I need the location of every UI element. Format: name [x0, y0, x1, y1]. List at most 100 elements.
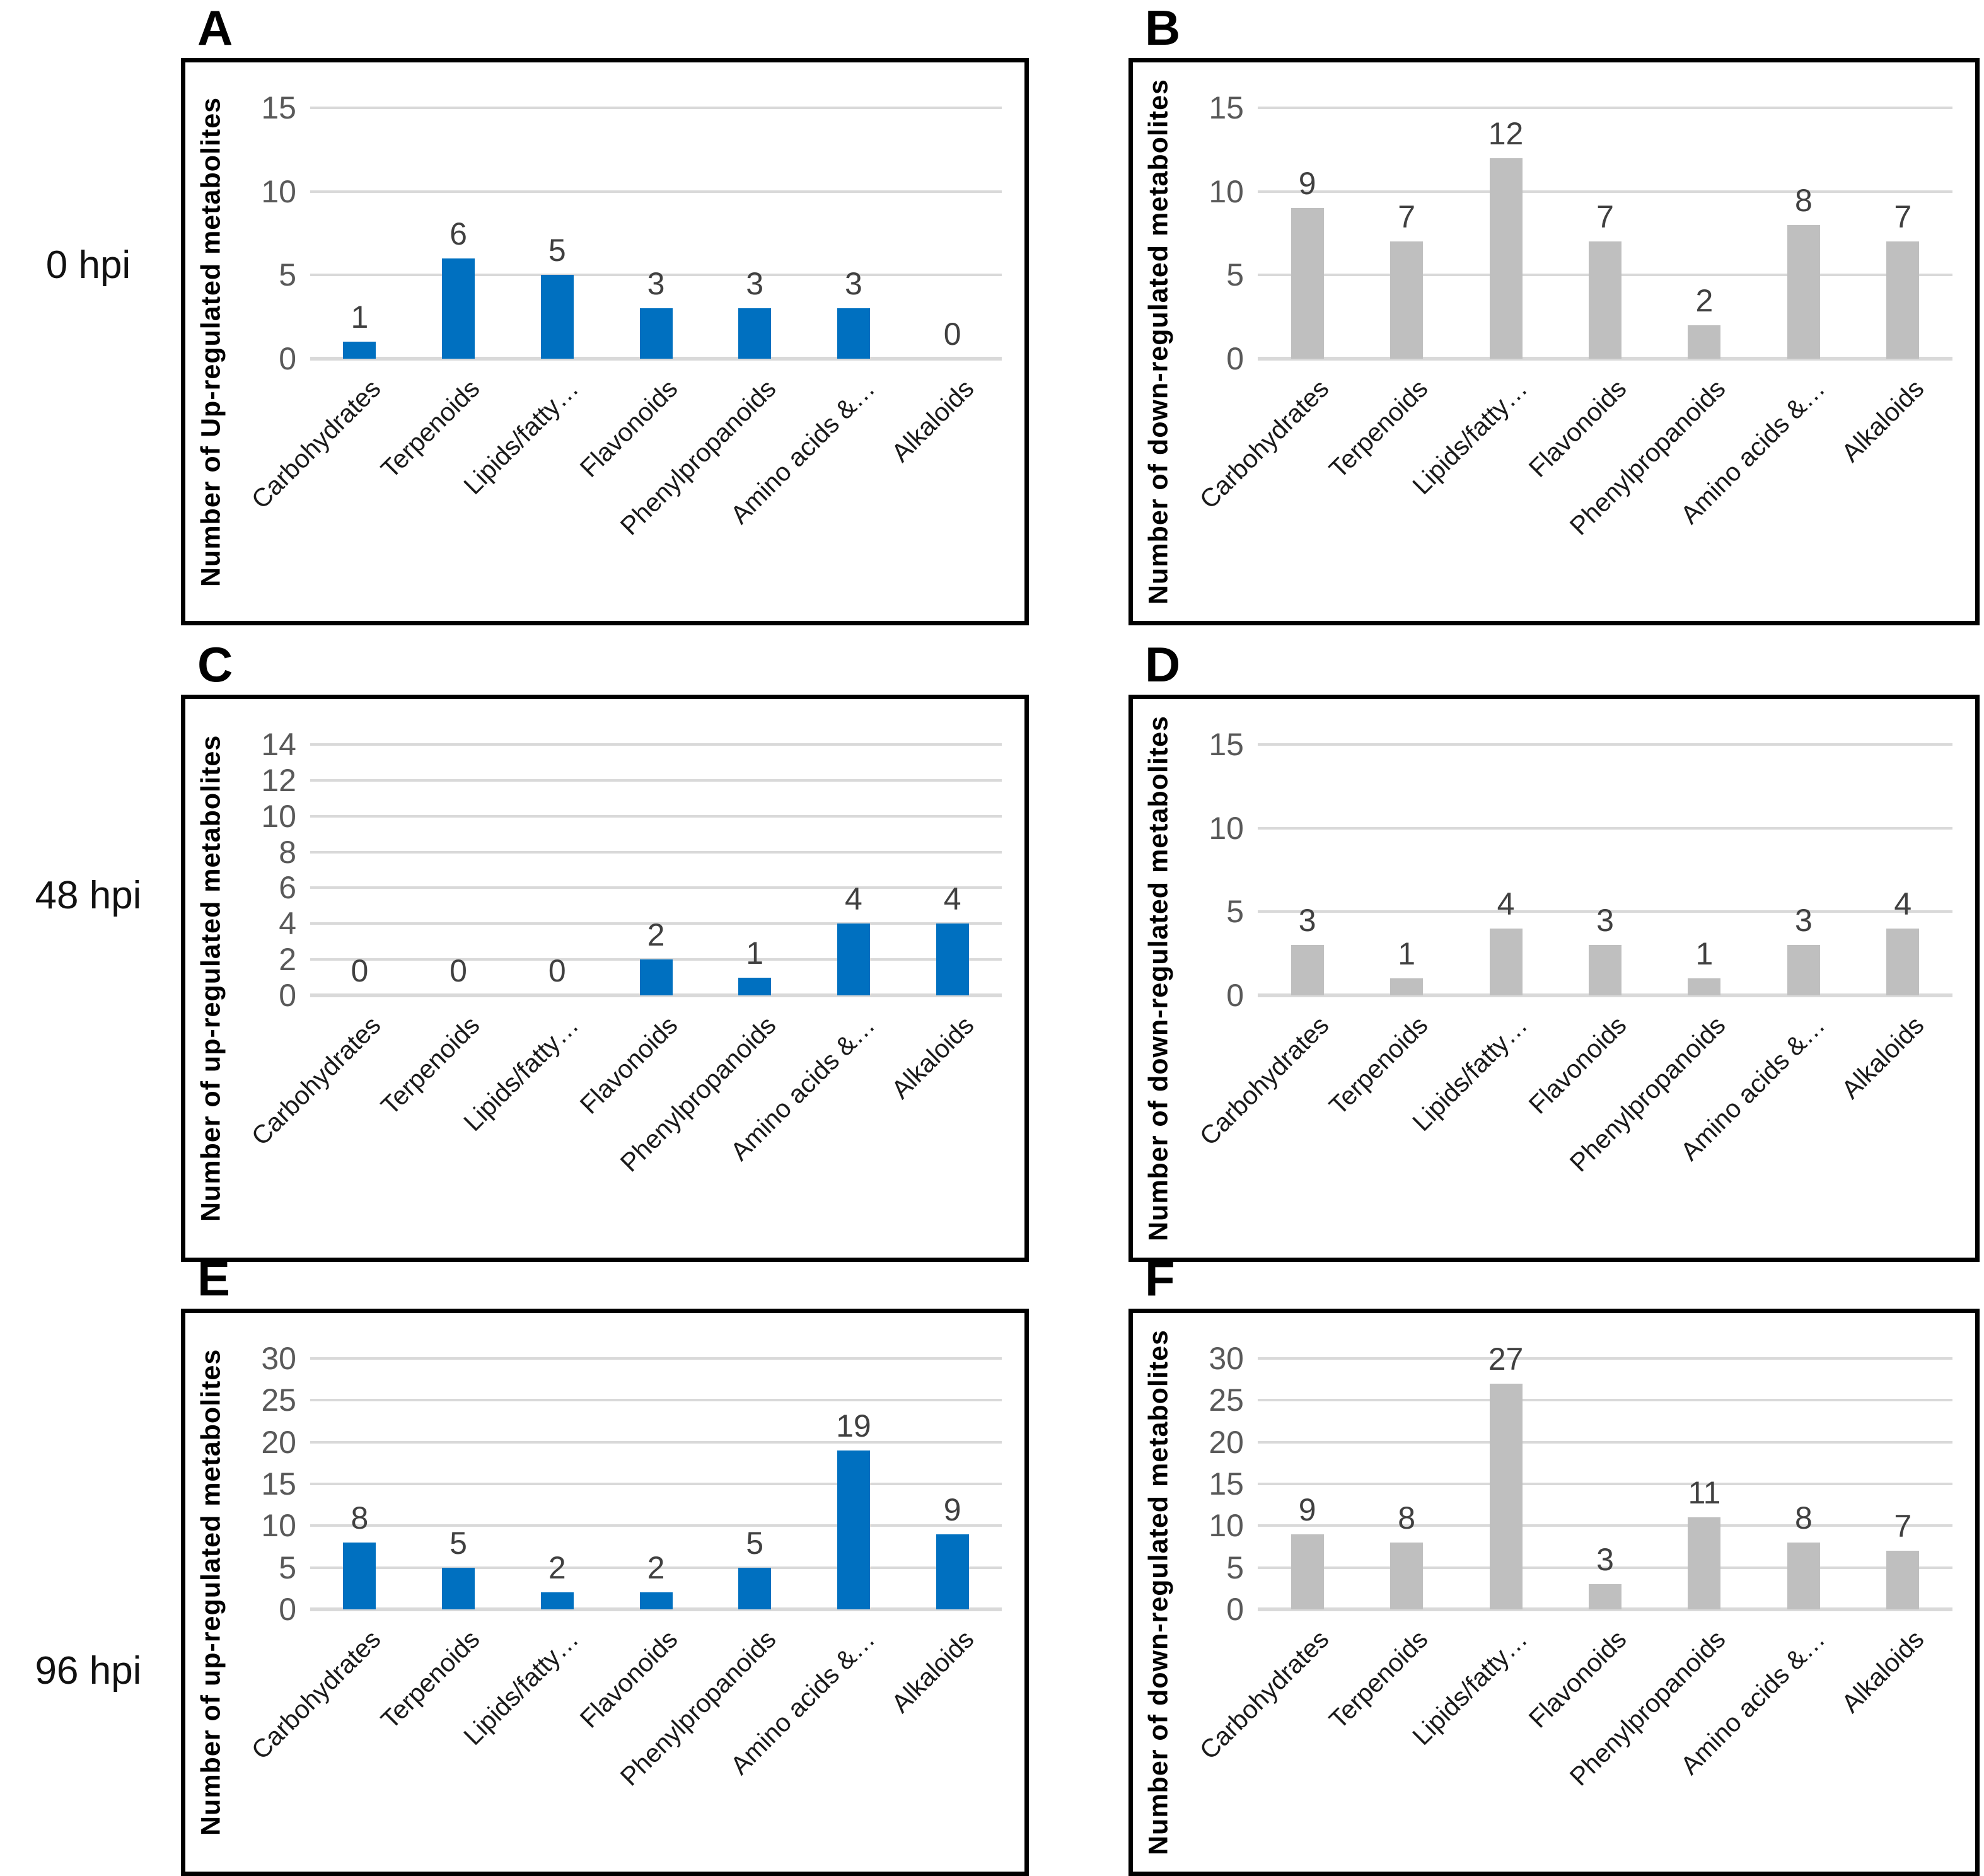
bar-up-4 — [738, 977, 772, 995]
value-label: 9 — [1298, 166, 1316, 202]
bar-up-4 — [738, 1567, 772, 1609]
y-tick-label: 14 — [261, 727, 296, 762]
category-label-0: Carbohydrates — [1193, 1010, 1335, 1151]
bar-up-1 — [442, 258, 475, 359]
value-label: 6 — [450, 216, 467, 252]
category-label-3: Flavonoids — [1523, 1010, 1632, 1120]
category-label-1: Terpenoids — [1323, 374, 1434, 484]
y-tick-label: 15 — [261, 90, 296, 125]
y-tick-label: 15 — [1209, 90, 1244, 125]
bar-up-3 — [639, 308, 673, 359]
value-label: 1 — [351, 299, 369, 335]
y-tick-label: 20 — [261, 1424, 296, 1460]
value-label: 4 — [845, 881, 862, 917]
bar-up-4 — [738, 308, 772, 359]
category-label-1: Terpenoids — [375, 374, 485, 484]
gridline-y5 — [310, 1566, 1002, 1569]
bar-down-0 — [1291, 1534, 1324, 1609]
bar-down-1 — [1390, 241, 1424, 359]
panel-f-letter: F — [1145, 1251, 1175, 1306]
category-label-3: Flavonoids — [1523, 1624, 1632, 1734]
bar-down-2 — [1489, 928, 1523, 995]
category-label-6: Alkaloids — [1836, 374, 1930, 468]
category-label-4: Phenylpropanoids — [615, 374, 782, 541]
y-tick-label: 5 — [279, 1549, 296, 1585]
value-label: 12 — [1488, 115, 1524, 151]
y-tick-label: 2 — [279, 942, 296, 978]
category-label-6: Alkaloids — [885, 1010, 980, 1104]
y-tick-label: 4 — [279, 906, 296, 942]
bar-down-3 — [1589, 1584, 1621, 1609]
panel-f-plot-area: 0 5 10 15 20 25 30 9 Carbohydrates 8 Terpenoids 27 L… — [1133, 1313, 1975, 1872]
value-label: 3 — [845, 266, 862, 302]
category-label-4: Phenylpropanoids — [1564, 1010, 1731, 1178]
gridline-y20 — [310, 1440, 1002, 1444]
bar-down-5 — [1787, 945, 1820, 995]
category-label-5: Amino acids &… — [1674, 374, 1831, 530]
bar-down-2 — [1489, 1383, 1523, 1609]
y-tick-label: 15 — [1209, 1466, 1244, 1502]
bar-up-5 — [837, 924, 870, 995]
value-label: 9 — [1298, 1491, 1316, 1527]
y-tick-label: 10 — [1209, 1508, 1244, 1544]
value-label: 4 — [943, 881, 961, 917]
bar-down-1 — [1390, 978, 1424, 995]
category-label-3: Flavonoids — [1523, 374, 1632, 483]
bar-up-3 — [639, 1592, 673, 1609]
gridline-y6 — [310, 886, 1002, 889]
bar-down-3 — [1589, 241, 1621, 359]
gridline-y0 — [1258, 993, 1952, 997]
y-tick-label: 30 — [1209, 1341, 1244, 1376]
category-label-2: Lipids/fatty… — [458, 374, 584, 501]
category-label-2: Lipids/fatty… — [458, 1624, 584, 1751]
value-label: 0 — [351, 953, 369, 988]
category-label-3: Flavonoids — [574, 374, 683, 483]
gridline-y14 — [310, 743, 1002, 746]
value-label: 4 — [1497, 886, 1515, 922]
category-label-3: Flavonoids — [574, 1624, 683, 1734]
category-label-2: Lipids/fatty… — [458, 1010, 584, 1137]
category-label-5: Amino acids &… — [1674, 1624, 1831, 1780]
gridline-y25 — [1258, 1399, 1952, 1402]
value-label: 7 — [1894, 1508, 1912, 1544]
y-tick-label: 6 — [279, 870, 296, 906]
gridline-y15 — [310, 107, 1002, 109]
y-tick-label: 0 — [1226, 341, 1244, 376]
y-tick-label: 0 — [1226, 1592, 1244, 1627]
gridline-y15 — [310, 1483, 1002, 1485]
gridline-y10 — [1258, 190, 1952, 193]
value-label: 5 — [746, 1525, 764, 1561]
bar-down-4 — [1688, 325, 1721, 359]
value-label: 2 — [647, 917, 665, 953]
y-tick-label: 10 — [261, 798, 296, 834]
bar-down-6 — [1886, 1551, 1920, 1609]
gridline-y5 — [1258, 1566, 1952, 1569]
y-tick-label: 15 — [1209, 727, 1244, 762]
category-label-6: Alkaloids — [885, 1624, 980, 1718]
category-label-0: Carbohydrates — [246, 374, 386, 514]
row-label-0hpi: 0 hpi — [45, 243, 131, 287]
bar-up-2 — [540, 275, 574, 359]
y-tick-label: 12 — [261, 762, 296, 798]
value-label: 27 — [1488, 1341, 1524, 1377]
value-label: 2 — [1695, 282, 1714, 318]
bar-down-6 — [1886, 928, 1920, 995]
gridline-y15 — [1258, 107, 1952, 109]
bar-down-4 — [1688, 978, 1721, 995]
y-tick-label: 15 — [261, 1466, 296, 1502]
value-label: 3 — [746, 266, 764, 302]
y-tick-label: 5 — [279, 257, 296, 293]
category-label-3: Flavonoids — [574, 1010, 683, 1120]
y-tick-label: 25 — [1209, 1382, 1244, 1418]
value-label: 1 — [1398, 936, 1416, 972]
category-label-1: Terpenoids — [375, 1624, 485, 1735]
gridline-y8 — [310, 850, 1002, 854]
value-label: 4 — [1894, 886, 1912, 922]
value-label: 8 — [1398, 1500, 1416, 1536]
panel-a-chart-box: Number of Up-regulated metabolites 0 5 10 1… — [181, 58, 1029, 625]
bar-down-5 — [1787, 1542, 1820, 1609]
bar-up-0 — [343, 1542, 376, 1609]
